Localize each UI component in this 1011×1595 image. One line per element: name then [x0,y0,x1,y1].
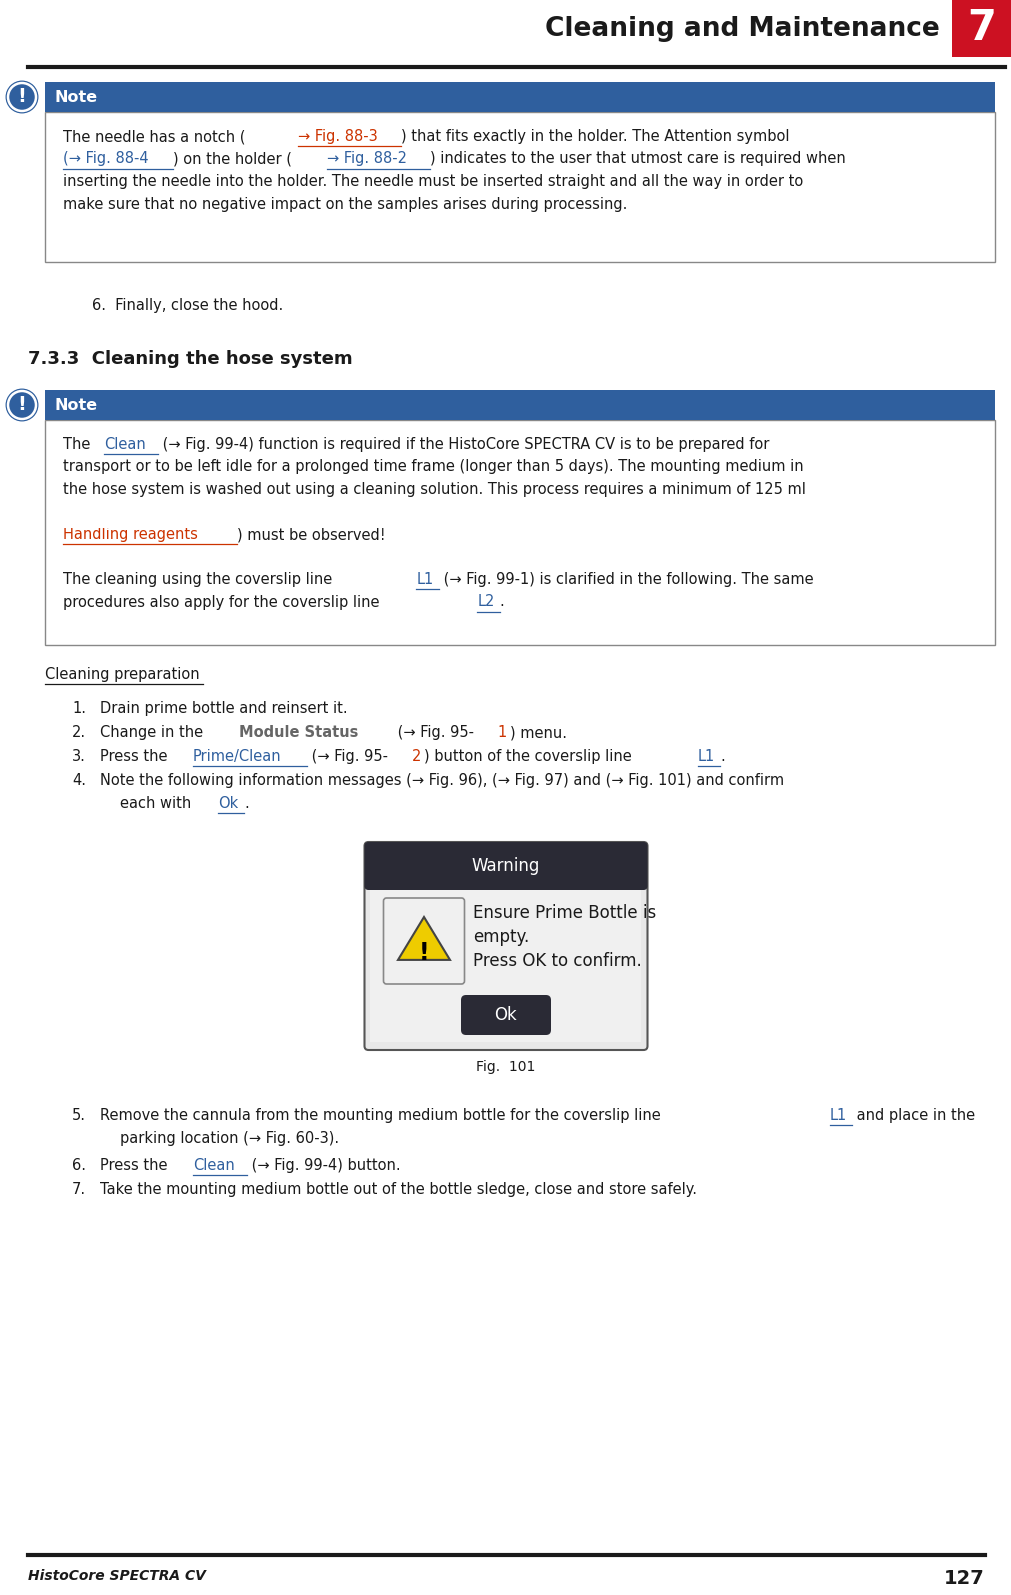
Text: ) that fits exactly in the holder. The Attention symbol: ) that fits exactly in the holder. The A… [401,129,790,144]
FancyBboxPatch shape [44,112,994,262]
Text: make sure that no negative impact on the samples arises during processing.: make sure that no negative impact on the… [63,196,627,212]
Text: Cleaning preparation: Cleaning preparation [44,667,199,683]
FancyBboxPatch shape [368,877,643,890]
Text: Handling reagents: Handling reagents [63,526,198,542]
FancyBboxPatch shape [383,898,464,984]
Text: 7.: 7. [72,1182,86,1196]
Text: Drain prime bottle and reinsert it.: Drain prime bottle and reinsert it. [100,700,348,716]
Polygon shape [397,917,450,960]
Text: empty.: empty. [473,928,529,946]
Text: L1: L1 [416,573,433,587]
Text: ) button of the coverslip line: ) button of the coverslip line [424,750,636,764]
Text: cleaning solution (xylene). The safety notes for safe reagent handling (→ P. 16 : cleaning solution (xylene). The safety n… [63,504,733,520]
Text: ) indicates to the user that utmost care is required when: ) indicates to the user that utmost care… [430,152,845,166]
FancyBboxPatch shape [44,81,994,112]
Text: Ensure Prime Bottle is: Ensure Prime Bottle is [473,904,656,922]
Text: 1: 1 [497,726,507,740]
FancyBboxPatch shape [370,885,641,1042]
FancyBboxPatch shape [62,504,991,528]
Text: transport or to be left idle for a prolonged time frame (longer than 5 days). Th: transport or to be left idle for a prolo… [63,459,803,474]
Text: L1: L1 [829,1109,846,1123]
Text: !: ! [17,88,26,107]
Text: Take the mounting medium bottle out of the bottle sledge, close and store safely: Take the mounting medium bottle out of t… [100,1182,697,1196]
Text: ) must be observed!: ) must be observed! [237,526,385,542]
Text: Note: Note [55,89,98,105]
Text: (→ Fig. 95-: (→ Fig. 95- [307,750,388,764]
Circle shape [4,80,40,115]
Text: Clean: Clean [193,1158,235,1172]
Text: The needle has a notch (: The needle has a notch ( [63,129,246,144]
Text: ) on the holder (: ) on the holder ( [173,152,292,166]
Text: Ok: Ok [217,796,238,810]
Text: procedures also apply for the coverslip line: procedures also apply for the coverslip … [63,595,384,609]
Text: !: ! [17,396,26,415]
Text: Ok: Ok [494,1006,517,1024]
Text: 6.  Finally, close the hood.: 6. Finally, close the hood. [92,298,283,313]
Text: .: . [244,796,249,810]
Text: Press OK to confirm.: Press OK to confirm. [473,952,642,970]
Text: The cleaning using the coverslip line: The cleaning using the coverslip line [63,573,337,587]
Text: 4.: 4. [72,774,86,788]
Text: The: The [63,437,95,451]
Text: L2: L2 [477,595,494,609]
Text: Warning: Warning [471,857,540,876]
Text: !: ! [419,941,429,965]
Text: Note: Note [55,397,98,413]
Text: Remove the cannula from the mounting medium bottle for the coverslip line: Remove the cannula from the mounting med… [100,1109,664,1123]
Text: 1.: 1. [72,700,86,716]
Text: Clean: Clean [104,437,146,451]
Text: 7.3.3  Cleaning the hose system: 7.3.3 Cleaning the hose system [28,349,352,368]
Text: 5.: 5. [72,1109,86,1123]
Text: Prime/Clean: Prime/Clean [193,750,281,764]
Text: inserting the needle into the holder. The needle must be inserted straight and a: inserting the needle into the holder. Th… [63,174,803,188]
Text: .: . [720,750,724,764]
Text: Note the following information messages (→ Fig. 96), (→ Fig. 97) and (→ Fig. 101: Note the following information messages … [100,774,784,788]
FancyBboxPatch shape [461,995,550,1035]
Text: and place in the: and place in the [851,1109,974,1123]
Text: .: . [499,595,504,609]
Text: (→ Fig. 99-4) function is required if the HistoCore SPECTRA CV is to be prepared: (→ Fig. 99-4) function is required if th… [158,437,768,451]
Text: → Fig. 88-3: → Fig. 88-3 [298,129,378,144]
Circle shape [4,388,40,423]
FancyBboxPatch shape [951,0,1011,57]
Text: (→ Fig. 99-4) button.: (→ Fig. 99-4) button. [247,1158,400,1172]
Text: (→ Fig. 95-: (→ Fig. 95- [392,726,473,740]
Text: 6.: 6. [72,1158,86,1172]
Text: Press the: Press the [100,750,172,764]
Text: 2.: 2. [72,726,86,740]
FancyBboxPatch shape [364,842,647,1050]
Text: 2: 2 [411,750,421,764]
Text: each with: each with [120,796,196,810]
Text: → Fig. 88-2: → Fig. 88-2 [327,152,406,166]
Text: HistoCore SPECTRA CV: HistoCore SPECTRA CV [28,1569,205,1582]
FancyBboxPatch shape [44,419,994,644]
Text: Press the: Press the [100,1158,172,1172]
Text: Cleaning and Maintenance: Cleaning and Maintenance [545,16,939,41]
Text: Change in the: Change in the [100,726,207,740]
Text: the hose system is washed out using a cleaning solution. This process requires a: the hose system is washed out using a cl… [63,482,805,498]
Text: L1: L1 [698,750,715,764]
Text: parking location (→ Fig. 60-3).: parking location (→ Fig. 60-3). [120,1131,339,1145]
FancyBboxPatch shape [364,842,647,890]
Text: cleaning solution (xylene). The safety notes for safe reagent handling (: cleaning solution (xylene). The safety n… [63,504,585,520]
Text: → P. 16 – Warnings –: → P. 16 – Warnings – [737,504,885,520]
Text: ) menu.: ) menu. [509,726,566,740]
Text: 127: 127 [943,1569,984,1589]
Text: (→ Fig. 88-4: (→ Fig. 88-4 [63,152,149,166]
Text: Fig.  101: Fig. 101 [476,1061,535,1073]
Text: 3.: 3. [72,750,86,764]
Text: Module Status: Module Status [239,726,358,740]
FancyBboxPatch shape [44,391,994,419]
Text: 7: 7 [967,8,996,49]
Text: (→ Fig. 99-1) is clarified in the following. The same: (→ Fig. 99-1) is clarified in the follow… [438,573,813,587]
